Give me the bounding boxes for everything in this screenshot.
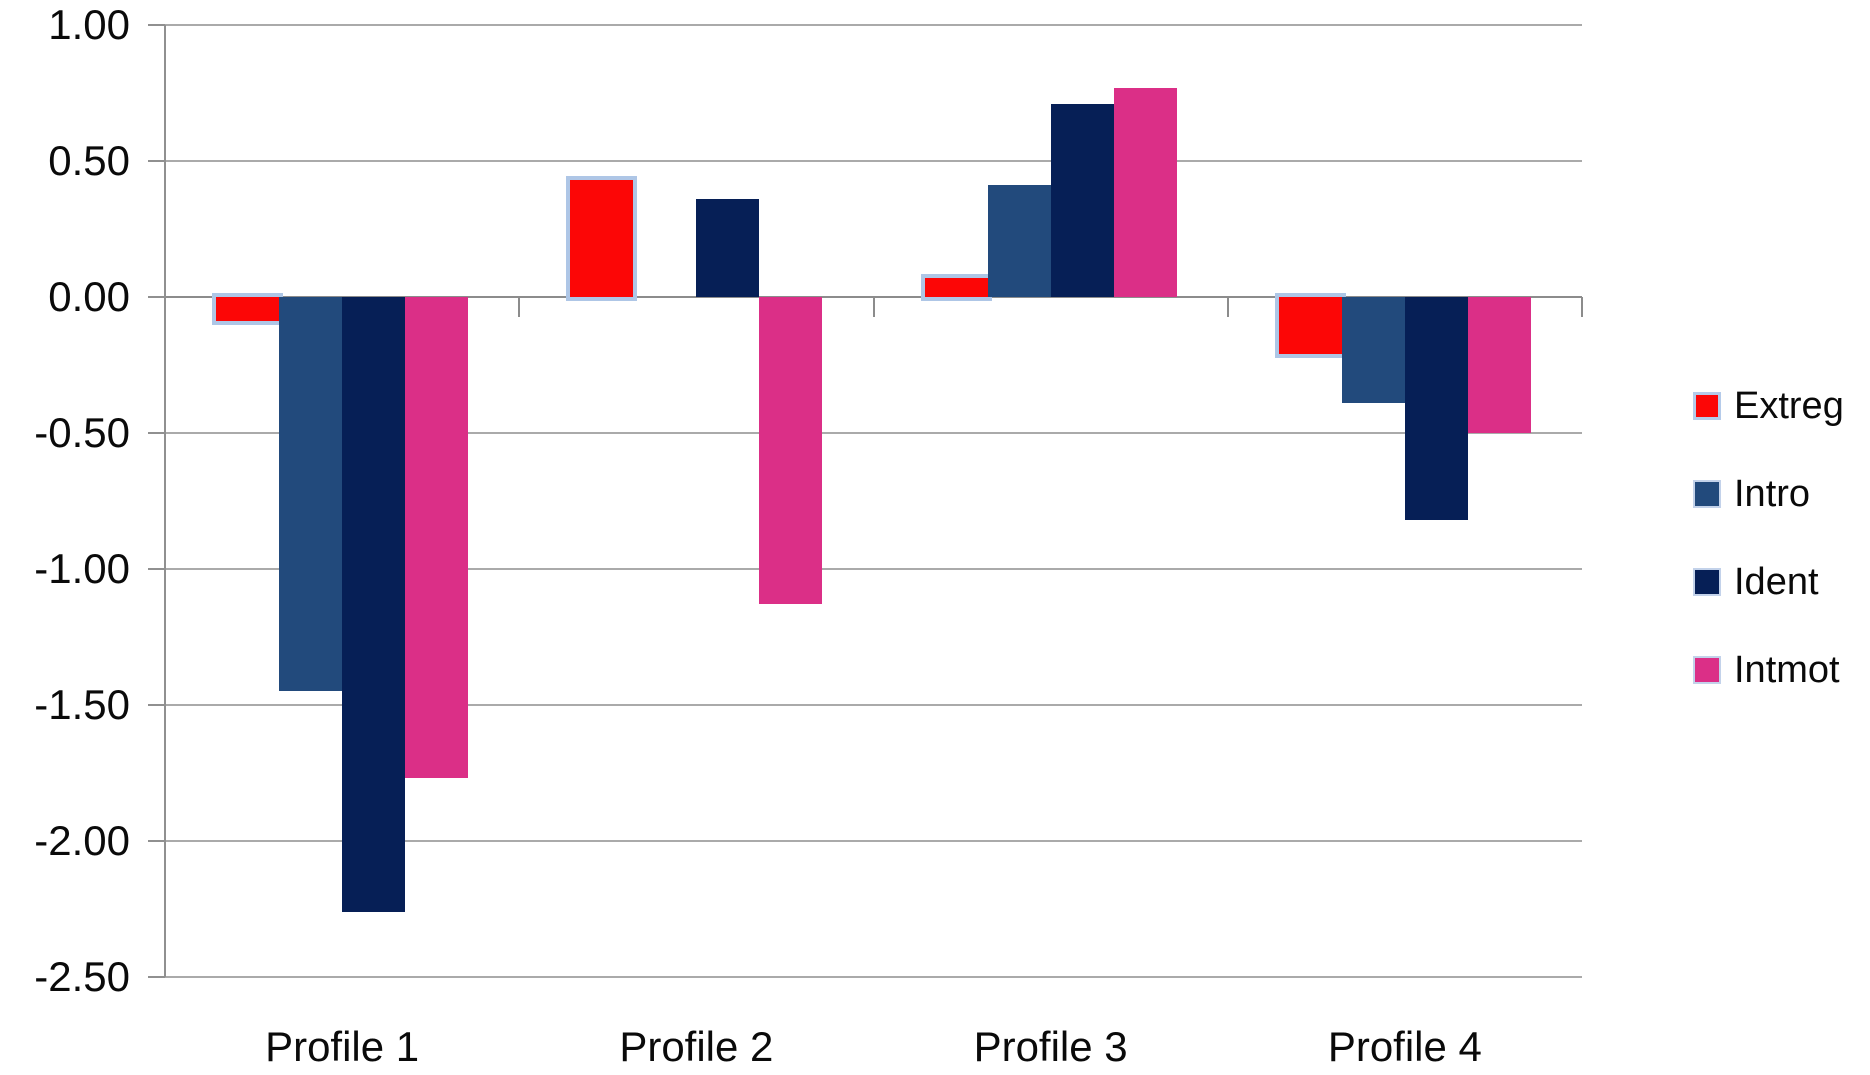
y-tick-label: -1.50 — [34, 681, 130, 728]
y-axis-tick — [148, 704, 165, 706]
y-axis-line — [164, 25, 166, 977]
legend-swatch-extreg — [1693, 392, 1721, 420]
y-axis-tick — [148, 840, 165, 842]
legend-label-extreg: Extreg — [1734, 385, 1844, 427]
y-tick-label: 1.00 — [48, 1, 130, 48]
x-category-label: Profile 1 — [265, 1023, 420, 1070]
y-tick-label: 0.50 — [48, 137, 130, 184]
bar-ident-profile-3[interactable] — [1050, 103, 1114, 297]
y-axis-tick — [148, 432, 165, 434]
bar-extreg-profile-3[interactable] — [920, 273, 992, 301]
x-category-label: Profile 3 — [973, 1023, 1128, 1070]
y-axis-tick — [148, 24, 165, 26]
bar-intmot-profile-1[interactable] — [405, 297, 469, 779]
category-axis-tick — [1581, 297, 1583, 317]
gridline — [165, 24, 1582, 26]
y-tick-label: -0.50 — [34, 409, 130, 456]
legend-item-intmot[interactable]: Intmot — [1693, 648, 1844, 692]
x-category-label: Profile 4 — [1327, 1023, 1482, 1070]
bar-intro-profile-3[interactable] — [987, 185, 1051, 297]
x-category-label: Profile 2 — [619, 1023, 774, 1070]
bar-intro-profile-1[interactable] — [279, 297, 343, 692]
legend-item-intro[interactable]: Intro — [1693, 472, 1844, 516]
legend-label-ident: Ident — [1734, 561, 1819, 603]
y-tick-label: -2.00 — [34, 817, 130, 864]
legend-swatch-intmot — [1693, 656, 1721, 684]
gridline — [165, 160, 1582, 162]
y-axis-tick — [148, 160, 165, 162]
bar-ident-profile-2[interactable] — [696, 199, 760, 297]
category-axis-tick — [1226, 297, 1229, 317]
bar-intro-profile-4[interactable] — [1341, 297, 1405, 404]
bar-intmot-profile-4[interactable] — [1467, 297, 1531, 433]
bar-extreg-profile-2[interactable] — [566, 176, 638, 301]
bar-intmot-profile-3[interactable] — [1113, 87, 1177, 297]
y-axis-tick — [148, 976, 165, 978]
legend: Extreg Intro Ident Intmot — [1693, 384, 1844, 692]
bar-ident-profile-1[interactable] — [342, 297, 406, 912]
gridline — [165, 432, 1582, 434]
legend-label-intro: Intro — [1734, 473, 1811, 515]
category-axis-tick — [872, 297, 875, 317]
bar-extreg-profile-1[interactable] — [212, 292, 284, 326]
y-tick-label: -2.50 — [34, 953, 130, 1000]
legend-swatch-ident — [1693, 568, 1721, 596]
gridline — [165, 568, 1582, 570]
gridline — [165, 704, 1582, 706]
category-axis-tick — [518, 297, 521, 317]
legend-item-extreg[interactable]: Extreg — [1693, 384, 1844, 428]
bar-extreg-profile-4[interactable] — [1274, 292, 1346, 359]
legend-label-intmot: Intmot — [1734, 649, 1840, 691]
legend-item-ident[interactable]: Ident — [1693, 560, 1844, 604]
y-axis-tick — [148, 296, 165, 298]
bar-ident-profile-4[interactable] — [1404, 297, 1468, 521]
gridline — [165, 976, 1582, 978]
y-tick-label: 0.00 — [48, 273, 130, 320]
y-axis-tick — [148, 568, 165, 570]
y-tick-label: -1.00 — [34, 545, 130, 592]
bar-intmot-profile-2[interactable] — [759, 297, 823, 605]
legend-swatch-intro — [1693, 480, 1721, 508]
gridline — [165, 840, 1582, 842]
